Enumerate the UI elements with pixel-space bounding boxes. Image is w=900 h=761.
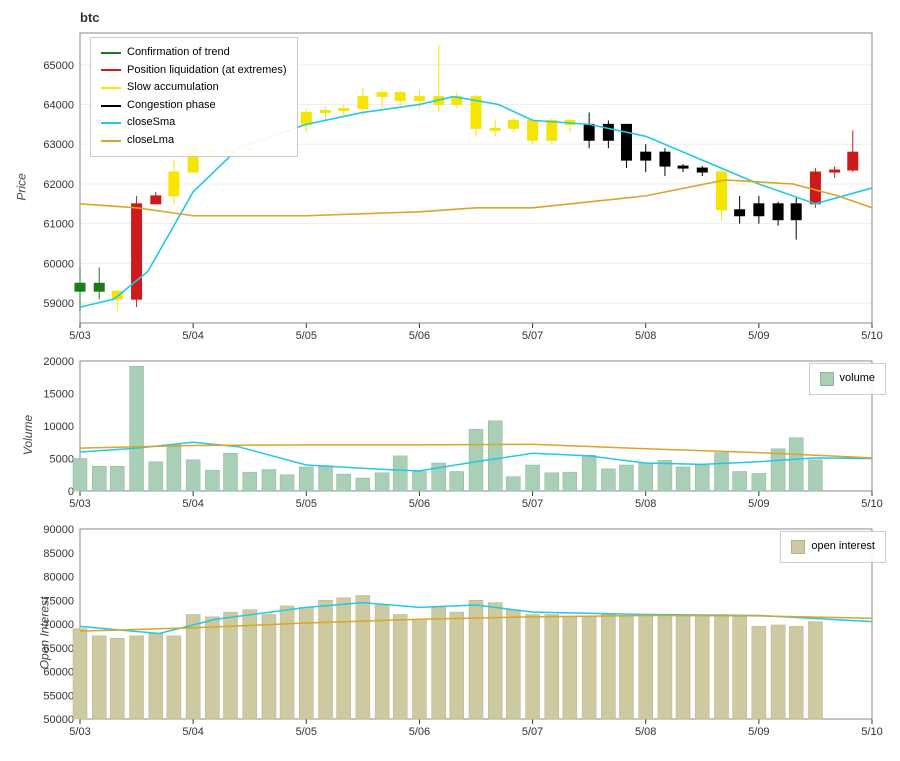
svg-text:5/08: 5/08	[635, 498, 656, 510]
oi-legend: open interest	[780, 531, 886, 563]
svg-text:62000: 62000	[43, 179, 74, 191]
chart-title: btc	[80, 10, 900, 25]
price-panel: Price 59000 60000 61000 62000 63000 64000 6500…	[10, 27, 900, 347]
svg-text:5/08: 5/08	[635, 330, 656, 342]
svg-text:5/10: 5/10	[861, 330, 882, 342]
svg-text:5/07: 5/07	[522, 330, 543, 342]
svg-text:5/10: 5/10	[861, 498, 882, 510]
svg-text:85000: 85000	[43, 548, 74, 560]
svg-text:5000: 5000	[50, 454, 74, 466]
volume-ylabel: Volume	[21, 415, 35, 455]
svg-text:20000: 20000	[43, 356, 74, 368]
svg-text:10000: 10000	[43, 421, 74, 433]
svg-text:5/03: 5/03	[69, 330, 90, 342]
price-legend: Confirmation of trendPosition liquidatio…	[90, 37, 298, 157]
svg-text:5/09: 5/09	[748, 330, 769, 342]
svg-text:5/03: 5/03	[69, 726, 90, 738]
svg-text:5/06: 5/06	[409, 498, 430, 510]
svg-text:55000: 55000	[43, 690, 74, 702]
svg-text:15000: 15000	[43, 389, 74, 401]
svg-text:61000: 61000	[43, 219, 74, 231]
svg-text:5/05: 5/05	[296, 330, 317, 342]
price-ylabel: Price	[15, 173, 29, 200]
volume-chart-svg: 050001000015000200005/035/045/055/065/07…	[10, 355, 890, 515]
svg-text:5/05: 5/05	[296, 498, 317, 510]
oi-chart-svg: 5000055000600006500070000750008000085000…	[10, 523, 890, 743]
svg-text:60000: 60000	[43, 258, 74, 270]
svg-text:80000: 80000	[43, 572, 74, 584]
svg-text:65000: 65000	[43, 60, 74, 72]
svg-text:5/04: 5/04	[182, 726, 203, 738]
svg-text:5/07: 5/07	[522, 726, 543, 738]
svg-text:5/06: 5/06	[409, 726, 430, 738]
svg-text:5/08: 5/08	[635, 726, 656, 738]
volume-legend: volume	[809, 363, 886, 395]
svg-text:5/09: 5/09	[748, 726, 769, 738]
svg-text:5/05: 5/05	[296, 726, 317, 738]
svg-text:5/03: 5/03	[69, 498, 90, 510]
svg-text:5/09: 5/09	[748, 498, 769, 510]
svg-text:64000: 64000	[43, 100, 74, 112]
svg-text:59000: 59000	[43, 298, 74, 310]
svg-text:5/04: 5/04	[182, 330, 203, 342]
svg-text:90000: 90000	[43, 524, 74, 536]
svg-text:5/06: 5/06	[409, 330, 430, 342]
svg-text:50000: 50000	[43, 714, 74, 726]
svg-text:5/07: 5/07	[522, 498, 543, 510]
svg-text:63000: 63000	[43, 139, 74, 151]
volume-panel: Volume 050001000015000200005/035/045/055…	[10, 355, 900, 515]
oi-ylabel: Open Interest	[37, 597, 51, 670]
oi-panel: Open Interest 50000550006000065000700007…	[10, 523, 900, 743]
svg-text:5/04: 5/04	[182, 498, 203, 510]
svg-text:5/10: 5/10	[861, 726, 882, 738]
